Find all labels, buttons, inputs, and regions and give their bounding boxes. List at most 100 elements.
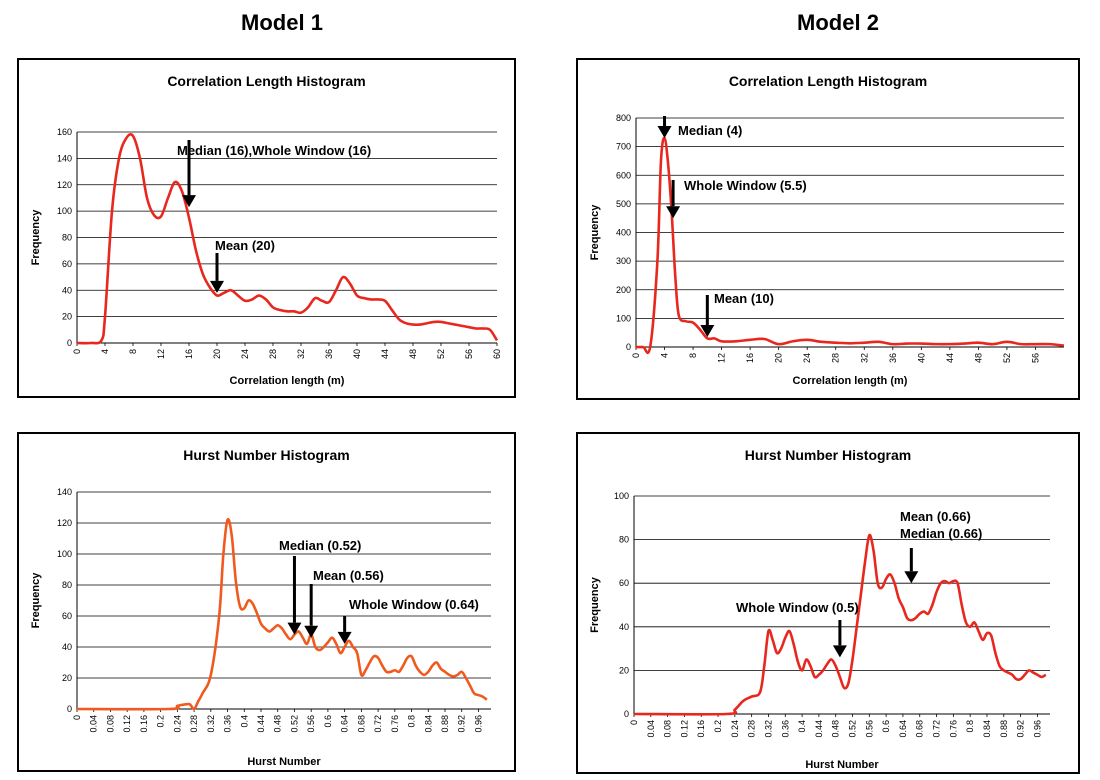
y-tick-label: 200	[616, 285, 631, 295]
annotation-label: Median (0.66)	[900, 526, 982, 541]
y-tick-label: 60	[62, 611, 72, 621]
x-tick-label: 4	[660, 353, 670, 358]
x-tick-label: 0.08	[663, 720, 673, 738]
model-2-header: Model 2	[797, 10, 879, 35]
annotation-arrow-head	[210, 280, 224, 293]
x-tick-label: 0.32	[206, 715, 216, 733]
y-tick-label: 160	[57, 127, 72, 137]
chart-model1-hurst-number: Hurst Number Histogram 0 20 40 60 80 100 120 140…	[30, 447, 491, 768]
x-tick-label: 0.48	[273, 715, 283, 733]
x-tick-label: 0.92	[457, 715, 467, 733]
x-tick-label: 0	[631, 353, 641, 358]
x-tick-label: 48	[973, 353, 983, 363]
x-tick-label: 0.48	[831, 720, 841, 738]
series-line	[76, 517, 488, 711]
x-axis-label: Hurst Number	[247, 756, 321, 768]
y-tick-label: 0	[67, 338, 72, 348]
chart-title: Hurst Number Histogram	[183, 447, 349, 463]
chart-model1-correlation-length: Correlation Length Histogram020406080100…	[30, 73, 502, 387]
x-tick-label: 8	[128, 349, 138, 354]
x-axis-label: Hurst Number	[805, 759, 879, 771]
series-line	[633, 533, 1047, 716]
x-tick-label: 0.2	[156, 715, 166, 728]
y-tick-label: 100	[614, 491, 629, 501]
annotation-label: Median (0.52)	[279, 538, 361, 553]
y-tick-label: 80	[62, 580, 72, 590]
y-tick-label: 100	[57, 206, 72, 216]
x-tick-label: 56	[464, 349, 474, 359]
annotation-arrow-head	[700, 324, 715, 337]
y-tick-label: 0	[624, 709, 629, 719]
x-tick-label: 0.4	[239, 715, 249, 728]
model-1-header: Model 1	[241, 10, 323, 35]
x-tick-label: 16	[745, 353, 755, 363]
x-tick-label: 0.76	[948, 720, 958, 738]
x-tick-label: 44	[945, 353, 955, 363]
x-tick-label: 0.12	[679, 720, 689, 738]
x-tick-label: 0.8	[407, 715, 417, 728]
annotation-label: Median (16),Whole Window (16)	[177, 143, 371, 158]
y-tick-label: 100	[616, 313, 631, 323]
x-tick-label: 0.92	[1016, 720, 1026, 738]
x-tick-label: 56	[1030, 353, 1040, 363]
x-axis-label: Correlation length (m)	[230, 375, 345, 387]
annotation-arrow-head	[832, 645, 847, 658]
y-tick-label: 800	[616, 113, 631, 123]
annotation-arrow-head	[904, 571, 919, 584]
x-tick-label: 0.84	[982, 720, 992, 738]
x-tick-label: 28	[268, 349, 278, 359]
x-tick-label: 28	[831, 353, 841, 363]
x-tick-label: 0.88	[999, 720, 1009, 738]
annotation-arrow-head	[666, 206, 681, 219]
x-tick-label: 0	[72, 349, 82, 354]
chart-title: Correlation Length Histogram	[167, 73, 365, 89]
y-tick-label: 20	[62, 673, 72, 683]
x-tick-label: 0.88	[440, 715, 450, 733]
y-tick-label: 300	[616, 256, 631, 266]
annotation-label: Median (4)	[678, 123, 742, 138]
x-tick-label: 0.8	[965, 720, 975, 733]
y-tick-label: 140	[57, 487, 72, 497]
chart-title: Correlation Length Histogram	[729, 73, 927, 89]
annotation-arrow-head	[287, 622, 302, 635]
annotation-label: Whole Window (5.5)	[684, 178, 807, 193]
y-tick-label: 120	[57, 518, 72, 528]
annotation-label: Whole Window (0.64)	[349, 597, 479, 612]
x-tick-label: 0.04	[89, 715, 99, 733]
x-tick-label: 0	[72, 715, 82, 720]
x-tick-label: 0.64	[898, 720, 908, 738]
x-tick-label: 44	[380, 349, 390, 359]
x-tick-label: 0.2	[713, 720, 723, 733]
chart-panel-model2-correlation: Correlation Length Histogram 0 100 200 300 40…	[576, 58, 1080, 400]
x-tick-label: 0.96	[1032, 720, 1042, 738]
x-tick-label: 4	[100, 349, 110, 354]
y-tick-label: 140	[57, 153, 72, 163]
y-axis-label: Frequency	[589, 204, 601, 261]
x-tick-label: 16	[184, 349, 194, 359]
x-tick-label: 40	[352, 349, 362, 359]
x-tick-label: 0.16	[139, 715, 149, 733]
y-tick-label: 60	[619, 578, 629, 588]
chart-model2-hurst-number: Hurst Number Histogram 0 20 40 60 80 100 0 0.04 0…	[589, 447, 1050, 771]
x-tick-label: 0.84	[423, 715, 433, 733]
x-tick-label: 0	[629, 720, 639, 725]
x-tick-label: 0.28	[747, 720, 757, 738]
x-tick-label: 36	[324, 349, 334, 359]
x-tick-label: 0.08	[105, 715, 115, 733]
x-tick-label: 0.44	[814, 720, 824, 738]
x-tick-label: 0.52	[848, 720, 858, 738]
annotation-label: Mean (0.56)	[313, 568, 384, 583]
annotation-label: Mean (20)	[215, 238, 275, 253]
x-tick-label: 0.76	[390, 715, 400, 733]
x-tick-label: 0.56	[306, 715, 316, 733]
x-tick-label: 0.68	[356, 715, 366, 733]
chart-panel-model2-hurst: Hurst Number Histogram 0 20 40 60 80 100 0 0.04 0…	[576, 432, 1080, 774]
y-tick-label: 40	[62, 285, 72, 295]
x-tick-label: 0.72	[373, 715, 383, 733]
y-axis-label: Frequency	[30, 209, 42, 266]
x-tick-label: 52	[1002, 353, 1012, 363]
y-tick-label: 100	[57, 549, 72, 559]
x-tick-label: 20	[774, 353, 784, 363]
chart-model2-correlation-length: Correlation Length Histogram010020030040…	[589, 73, 1065, 387]
y-tick-label: 20	[62, 312, 72, 322]
